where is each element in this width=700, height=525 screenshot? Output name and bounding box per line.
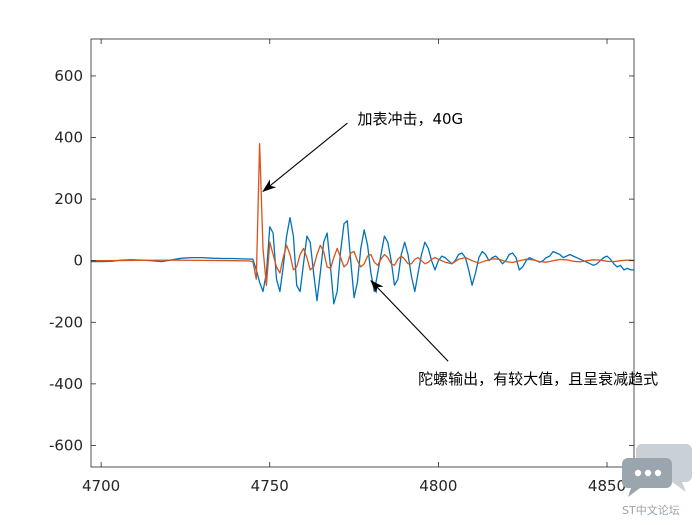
x-tick-label-0: 4700 [82,477,120,495]
y-tick-label-2: -200 [49,313,83,331]
y-tick-label-5: 400 [54,129,83,147]
annotation-arrow-0 [262,122,348,193]
annotation-arrow-1 [370,279,449,362]
x-tick-label-1: 4750 [251,477,289,495]
series-line-1 [91,143,635,286]
y-tick-label-1: -400 [49,375,83,393]
y-tick-label-4: 200 [54,190,83,208]
y-tick-label-6: 600 [54,67,83,85]
x-tick-label-2: 4800 [419,477,457,495]
annotation-text-1: 陀螺输出，有较大值，且呈衰减趋式 [418,370,658,388]
series-line-0 [91,216,634,305]
chat-bubbles-icon [622,444,692,497]
plot-layer: 4700 4750 4800 4850 -600 -400 -200 0 200 400 600 加表… [49,38,658,495]
y-tick-label-3: 0 [73,252,83,270]
watermark-text: ST中文论坛 [622,504,680,517]
plot-area [91,39,634,467]
annotation-text-0: 加表冲击，40G [357,110,463,128]
x-tick-label-3: 4850 [588,477,626,495]
axes-box [90,38,635,468]
y-tick-label-0: -600 [49,436,83,454]
